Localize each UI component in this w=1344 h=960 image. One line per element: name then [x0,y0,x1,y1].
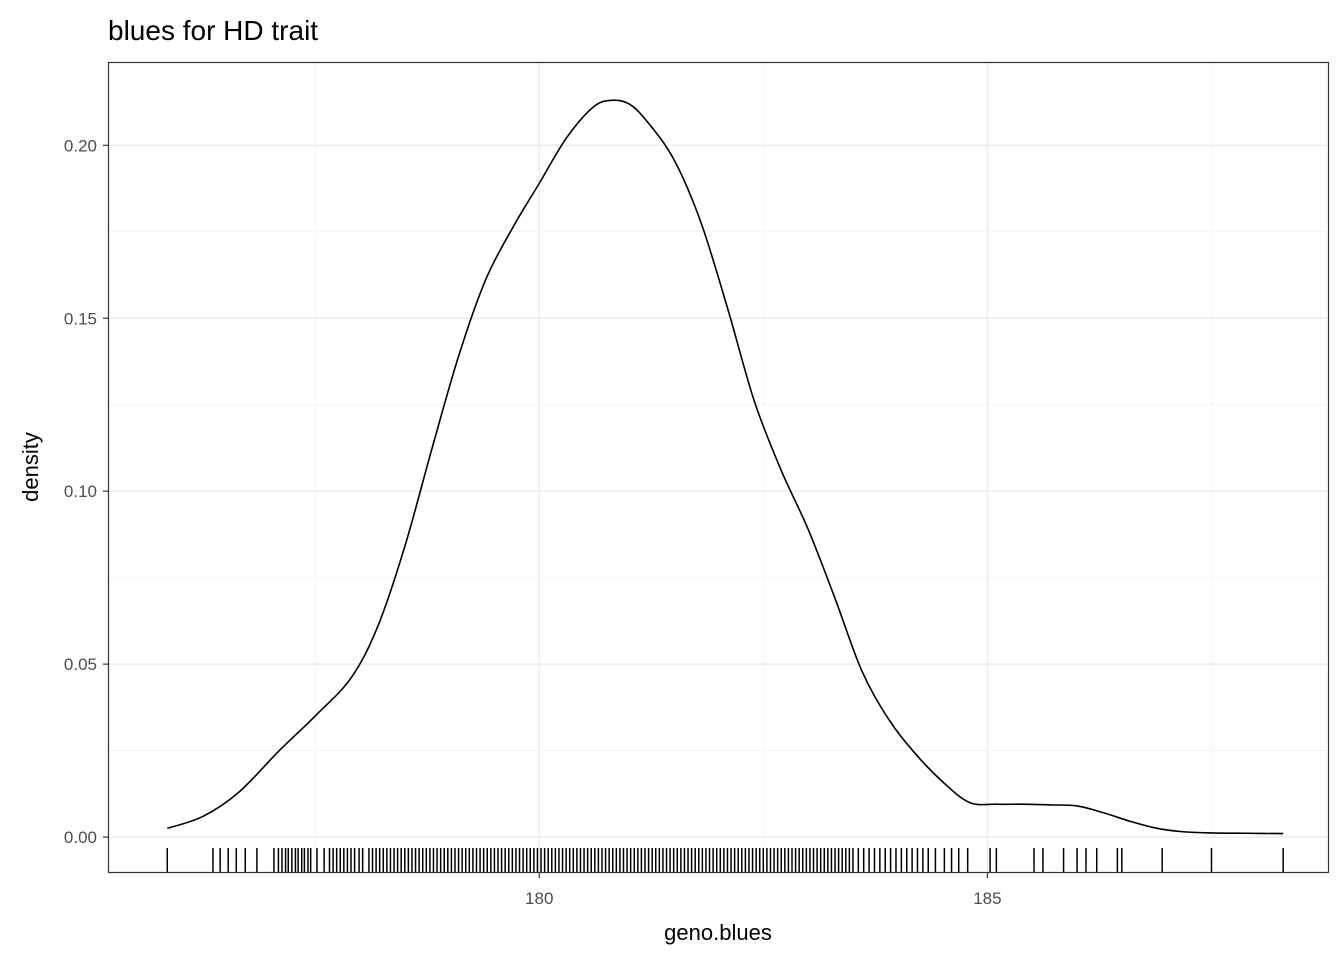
y-tick-label: 0.05 [64,655,97,674]
y-tick-label: 0.00 [64,828,97,847]
x-axis-title: geno.blues [664,920,772,945]
x-tick-label: 185 [973,889,1001,908]
y-tick-label: 0.20 [64,136,97,155]
panel-border [107,61,1330,874]
y-tick-label: 0.10 [64,482,97,501]
rug-marks [166,848,1284,872]
chart-title: blues for HD trait [108,15,318,46]
major-gridlines-x [538,63,989,872]
x-tick-label: 180 [525,889,553,908]
y-axis-title: density [18,432,43,502]
x-axis: 180 185 [525,872,1002,908]
y-axis: 0.00 0.05 0.10 0.15 0.20 [64,136,109,847]
major-gridlines-y [109,144,1328,838]
minor-gridlines-y [109,231,1328,752]
density-curve [167,99,1284,835]
y-tick-label: 0.15 [64,309,97,328]
minor-gridlines-x [314,63,1212,872]
